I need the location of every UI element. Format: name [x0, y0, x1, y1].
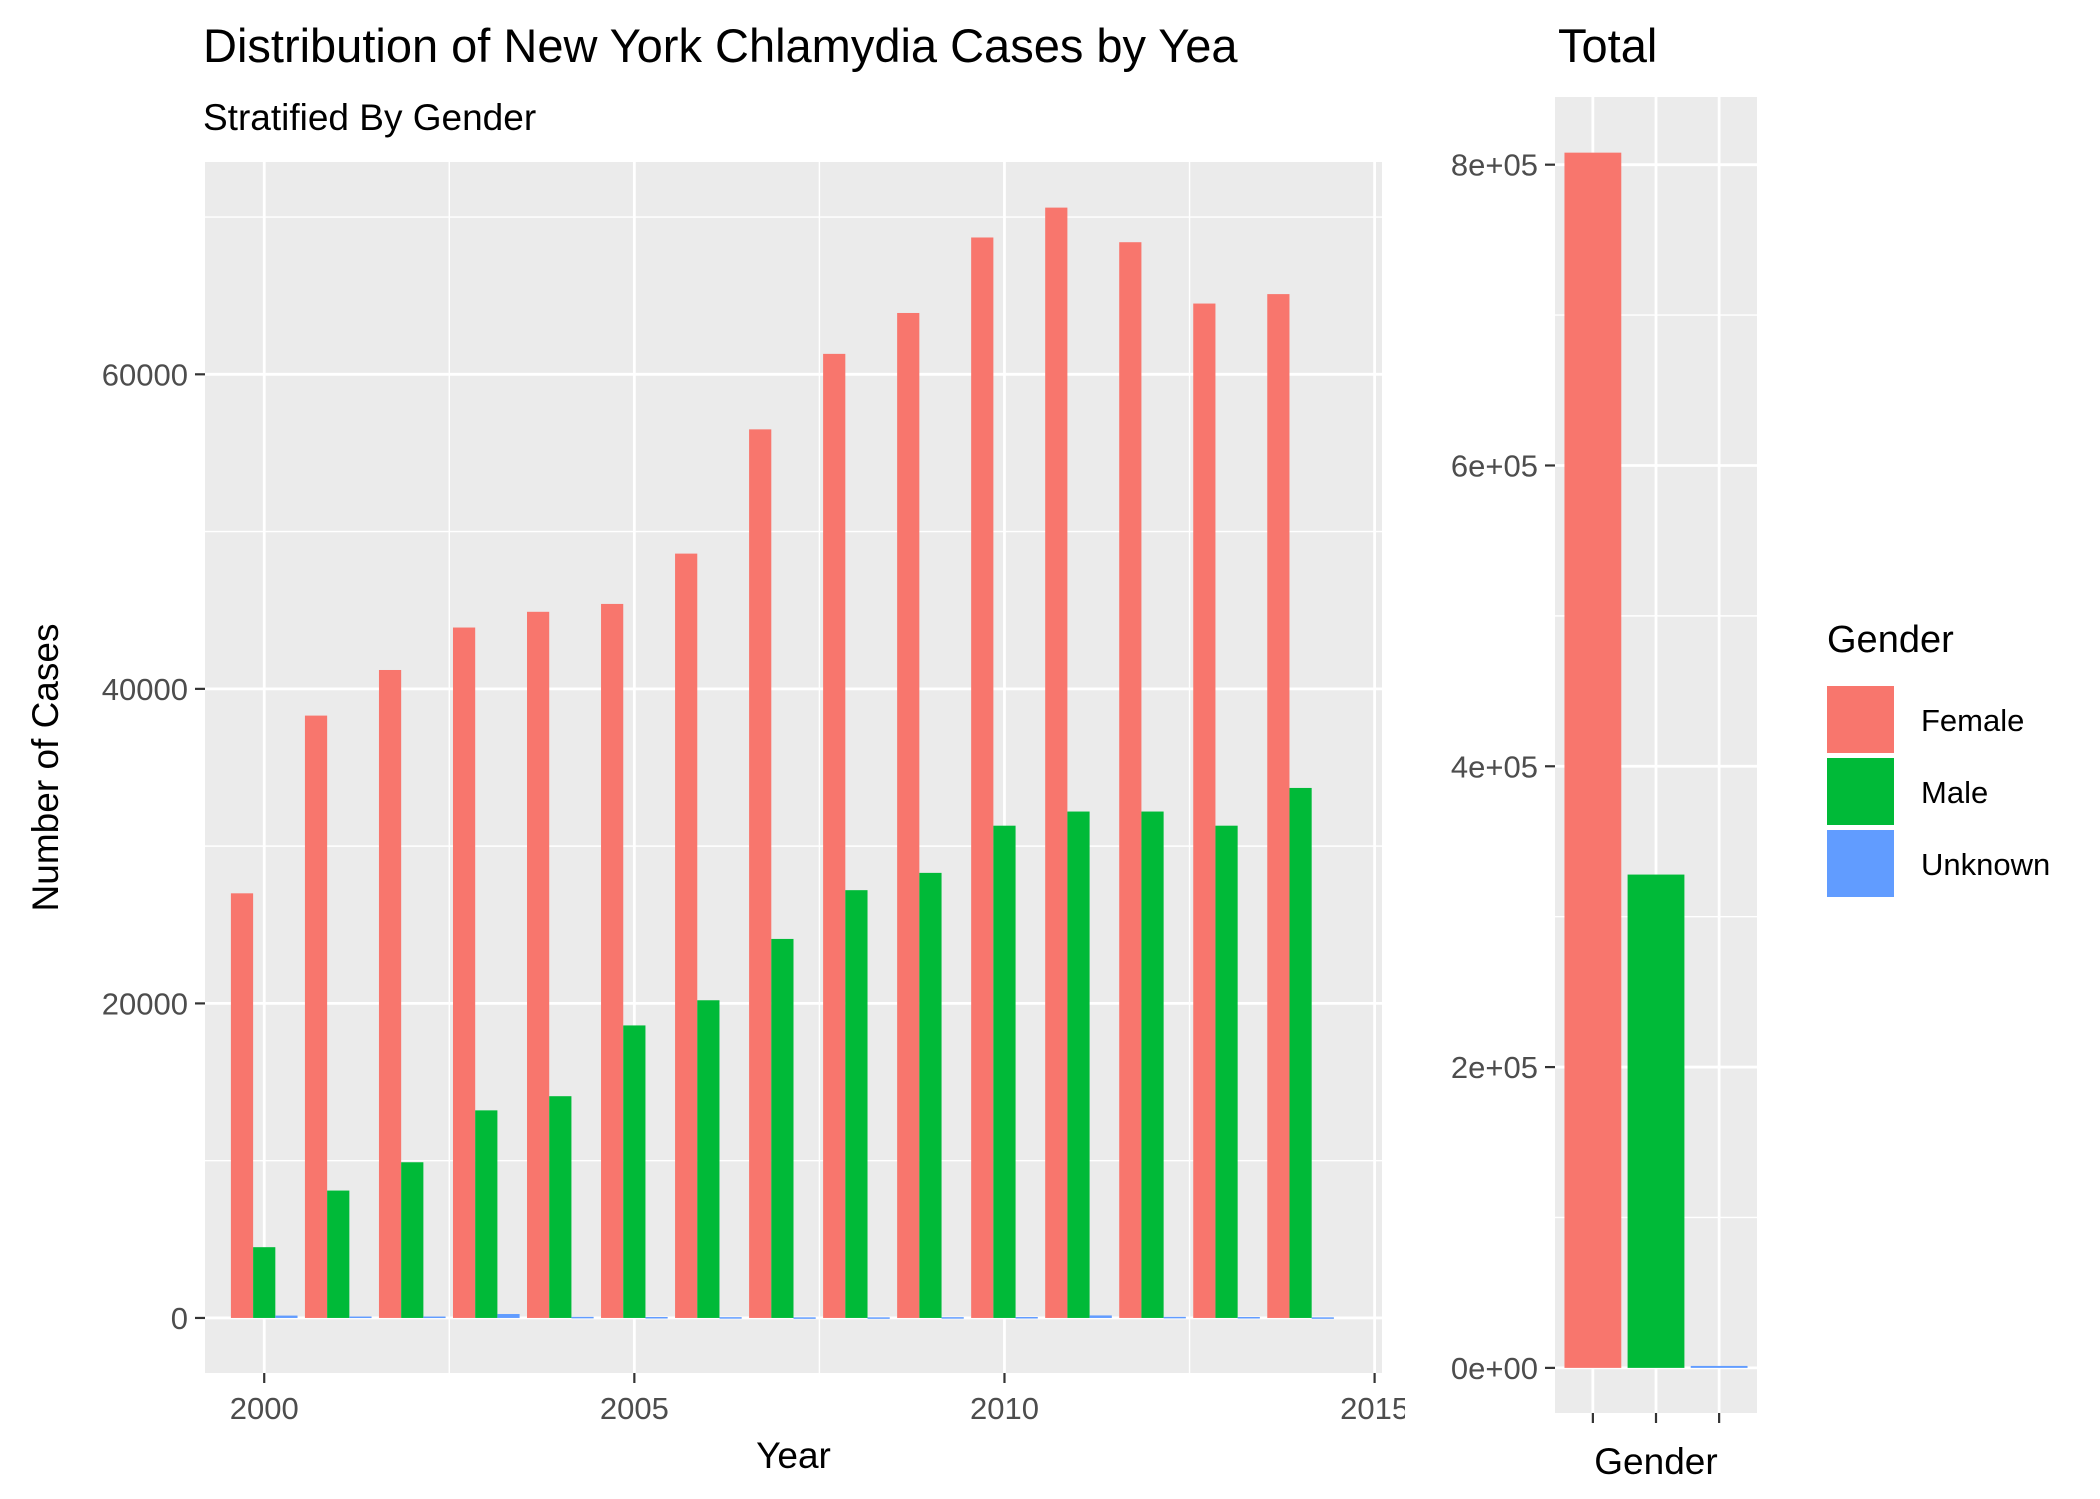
bar-female-2010	[971, 237, 994, 1318]
total-bar-unknown	[1690, 1365, 1748, 1368]
panel-gap	[1405, 0, 1535, 1499]
y-tick-label: 60000	[102, 357, 188, 392]
bar-unknown-2005	[645, 1317, 668, 1319]
x-tick-label: 2005	[600, 1391, 669, 1426]
bar-unknown-2007	[793, 1317, 816, 1319]
bar-male-2006	[697, 1000, 720, 1318]
bar-unknown-2002	[423, 1316, 446, 1319]
main-subtitle: Stratified By Gender	[203, 97, 536, 138]
y-tick-label: 6e+05	[1451, 448, 1538, 483]
total-panel: 0e+00 2e+05 4e+05 6e+05 8e+05 Total Gender	[1451, 19, 1757, 1482]
y-tick-label: 40000	[102, 672, 188, 707]
bar-male-2011	[1067, 811, 1090, 1318]
y-tick-label: 20000	[102, 986, 188, 1021]
y-tick-label: 4e+05	[1451, 749, 1538, 784]
bar-male-2008	[845, 890, 868, 1318]
legend-label-unknown: Unknown	[1921, 847, 2050, 882]
total-bar-female	[1564, 152, 1622, 1368]
main-bars	[230, 207, 1334, 1319]
y-tick-label: 2e+05	[1451, 1050, 1538, 1085]
bar-female-2011	[1045, 207, 1068, 1318]
bar-female-2006	[675, 553, 698, 1318]
main-title: Distribution of New York Chlamydia Cases…	[203, 19, 1238, 72]
main-x-axis-title: Year	[756, 1435, 831, 1476]
legend-key-male	[1827, 758, 1894, 825]
total-x-axis-title: Gender	[1594, 1441, 1717, 1482]
x-tick-label: 2010	[970, 1391, 1039, 1426]
bar-female-2005	[601, 603, 624, 1318]
bar-female-2013	[1193, 303, 1216, 1318]
bar-male-2000	[253, 1247, 276, 1318]
bar-female-2014	[1267, 294, 1290, 1318]
bar-female-2003	[452, 627, 476, 1318]
bar-unknown-2008	[867, 1317, 890, 1319]
total-bar-male	[1627, 874, 1685, 1368]
main-panel: 0 20000 40000 60000 2000 2005 2010 2015 Distrib…	[25, 0, 1535, 1499]
bar-male-2001	[327, 1190, 350, 1318]
bar-unknown-2012	[1163, 1316, 1186, 1319]
bar-male-2005	[623, 1025, 646, 1318]
total-title: Total	[1558, 19, 1657, 72]
bar-unknown-2004	[571, 1316, 594, 1319]
bar-female-2008	[823, 353, 846, 1318]
legend: Gender Female Male Unknown	[1827, 619, 2050, 897]
y-tick-label: 0	[171, 1301, 188, 1336]
bar-male-2014	[1289, 787, 1312, 1318]
y-tick-label: 0e+00	[1451, 1351, 1538, 1386]
bar-unknown-2006	[719, 1317, 742, 1319]
main-y-axis-title: Number of Cases	[25, 624, 66, 912]
bar-unknown-2001	[349, 1316, 372, 1319]
bar-male-2009	[919, 872, 942, 1318]
bar-male-2004	[549, 1096, 572, 1318]
bar-male-2002	[401, 1162, 424, 1318]
bar-unknown-2010	[1015, 1317, 1038, 1319]
bar-male-2010	[993, 825, 1016, 1318]
x-tick-label: 2015	[1340, 1391, 1409, 1426]
bar-unknown-2003	[497, 1314, 520, 1318]
bar-female-2004	[527, 611, 550, 1318]
bar-unknown-2011	[1089, 1315, 1112, 1318]
total-bars	[1564, 152, 1748, 1368]
bar-male-2003	[475, 1110, 498, 1318]
bar-female-2000	[230, 893, 254, 1318]
bar-unknown-2000	[275, 1315, 298, 1318]
bar-female-2012	[1119, 242, 1142, 1318]
bar-female-2001	[304, 715, 328, 1318]
legend-label-male: Male	[1921, 775, 1988, 810]
bar-unknown-2009	[941, 1317, 964, 1319]
legend-key-unknown	[1827, 830, 1894, 897]
total-axes: 0e+00 2e+05 4e+05 6e+05 8e+05	[1451, 148, 1721, 1423]
legend-title: Gender	[1827, 619, 1954, 661]
x-tick-label: 2000	[230, 1391, 299, 1426]
main-axes: 0 20000 40000 60000 2000 2005 2010 2015	[102, 0, 1535, 1499]
bar-male-2013	[1215, 825, 1238, 1318]
legend-key-female	[1827, 686, 1894, 753]
bar-male-2007	[771, 938, 794, 1318]
legend-label-female: Female	[1921, 703, 2024, 738]
bar-female-2009	[897, 312, 920, 1318]
y-tick-label: 8e+05	[1451, 148, 1538, 183]
bar-unknown-2014	[1311, 1317, 1334, 1319]
bar-female-2002	[378, 669, 402, 1318]
bar-female-2007	[749, 429, 772, 1318]
bar-unknown-2013	[1237, 1317, 1260, 1319]
bar-male-2012	[1141, 811, 1164, 1318]
